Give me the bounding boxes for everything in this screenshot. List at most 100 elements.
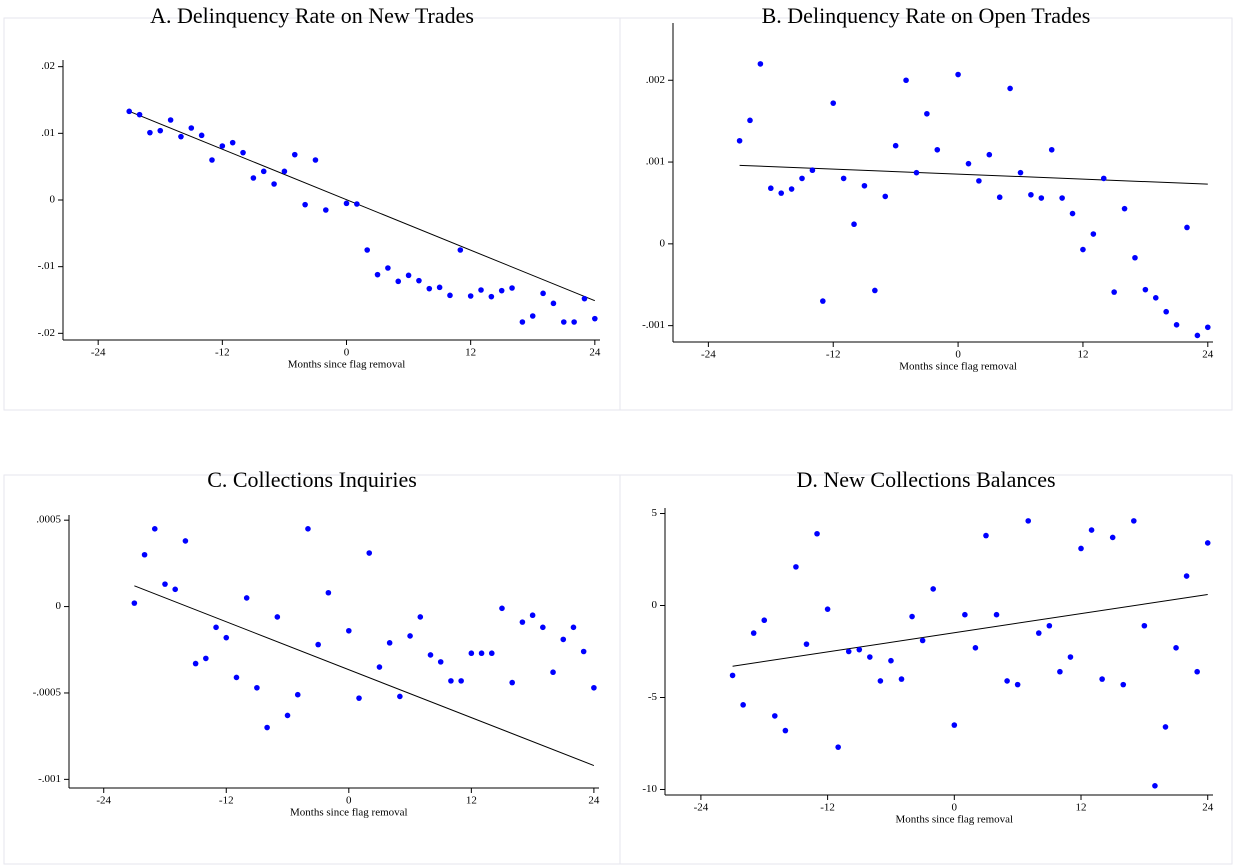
data-point [571,319,577,325]
data-point [747,117,753,124]
data-point [305,526,311,532]
data-point [740,702,746,708]
data-point [788,186,795,192]
data-point [162,581,168,587]
y-tick-label: 0 [652,599,658,611]
data-point [182,538,189,544]
data-point [529,612,536,619]
y-tick-label: 0 [50,194,56,206]
data-point [540,624,546,631]
data-point [213,624,219,631]
data-point [951,722,958,728]
data-point [845,648,852,655]
data-point [1111,289,1117,295]
chart-title: A. Delinquency Rate on New Trades [150,3,474,28]
data-point [397,693,403,700]
x-tick-label: 0 [955,349,961,361]
y-tick-label: -.001 [642,319,665,331]
data-point [867,654,873,660]
data-point [1204,540,1211,546]
data-point [898,676,905,682]
data-point [284,712,291,719]
x-tick-label: 12 [465,347,476,359]
data-point [250,175,257,181]
data-point [274,614,281,620]
data-point [1004,678,1010,684]
data-point [1109,534,1116,541]
x-axis-label: Months since flag removal [899,361,1017,373]
y-tick-label: -10 [642,783,657,795]
data-point [1025,518,1032,524]
data-point [478,650,485,657]
data-point [323,207,329,213]
y-tick-label: .001 [646,156,665,168]
x-tick-label: -24 [96,795,111,807]
x-tick-label: -12 [820,802,835,814]
data-point [294,691,301,698]
data-point [223,634,230,641]
data-point [772,713,778,719]
data-point [167,117,174,123]
data-point [1121,205,1128,212]
y-tick-label: -5 [648,691,658,703]
data-point [198,132,205,139]
data-point [291,151,298,158]
data-point [882,193,889,200]
data-point [877,678,884,684]
x-tick-label: -24 [701,349,716,361]
data-point [1162,724,1169,730]
y-tick-label: .02 [41,60,55,72]
data-point [824,606,831,612]
data-point [364,247,370,253]
x-tick-label: -12 [219,795,234,807]
data-point [529,313,536,319]
data-point [996,194,1003,201]
x-tick-label: 12 [466,795,477,807]
data-point [1038,195,1045,201]
data-point [1163,308,1169,315]
data-point [178,133,184,140]
data-point [976,178,982,184]
data-point [840,175,847,182]
data-point [930,586,936,592]
data-point [581,295,588,302]
data-point [986,151,993,158]
data-point [325,589,332,596]
fit-line [739,164,1208,185]
data-point [1173,645,1179,651]
x-tick-label: -24 [694,802,709,814]
data-point [448,678,454,684]
data-point [427,652,434,658]
data-point [356,695,362,701]
data-point [1194,332,1201,339]
data-point [467,293,474,299]
data-point [478,287,484,293]
data-point [1090,231,1097,237]
panel-frame [619,17,1233,411]
x-axis-label: Months since flag removal [288,359,406,371]
data-point [550,300,557,307]
data-point [281,168,288,175]
data-point [141,551,148,558]
data-point [1142,286,1149,293]
data-point [1173,322,1180,328]
data-point [447,292,453,299]
data-point [488,650,495,657]
data-point [136,111,143,118]
data-point [856,646,863,653]
y-tick-label: .002 [646,74,665,86]
x-tick-label: 12 [1076,802,1087,814]
y-tick-label: -.01 [38,260,55,272]
data-point [983,532,989,539]
data-point [1152,783,1158,789]
data-point [962,611,968,618]
data-point [509,679,515,686]
data-point [366,550,373,556]
data-point [1046,622,1053,629]
data-point [346,627,352,634]
data-point [892,142,899,149]
data-point [809,167,816,174]
data-point [264,724,270,731]
data-point [1078,545,1084,552]
data-point [1194,668,1200,675]
